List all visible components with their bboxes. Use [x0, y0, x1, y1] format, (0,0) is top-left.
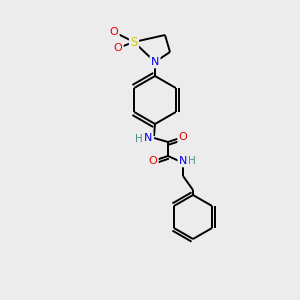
- Text: O: O: [148, 156, 158, 166]
- Text: O: O: [110, 27, 118, 37]
- Text: H: H: [188, 156, 196, 166]
- Text: O: O: [178, 132, 188, 142]
- Text: H: H: [135, 134, 143, 144]
- Text: N: N: [144, 133, 152, 143]
- Text: N: N: [179, 156, 187, 166]
- Text: S: S: [130, 35, 138, 49]
- Text: N: N: [151, 57, 159, 67]
- Text: O: O: [114, 43, 122, 53]
